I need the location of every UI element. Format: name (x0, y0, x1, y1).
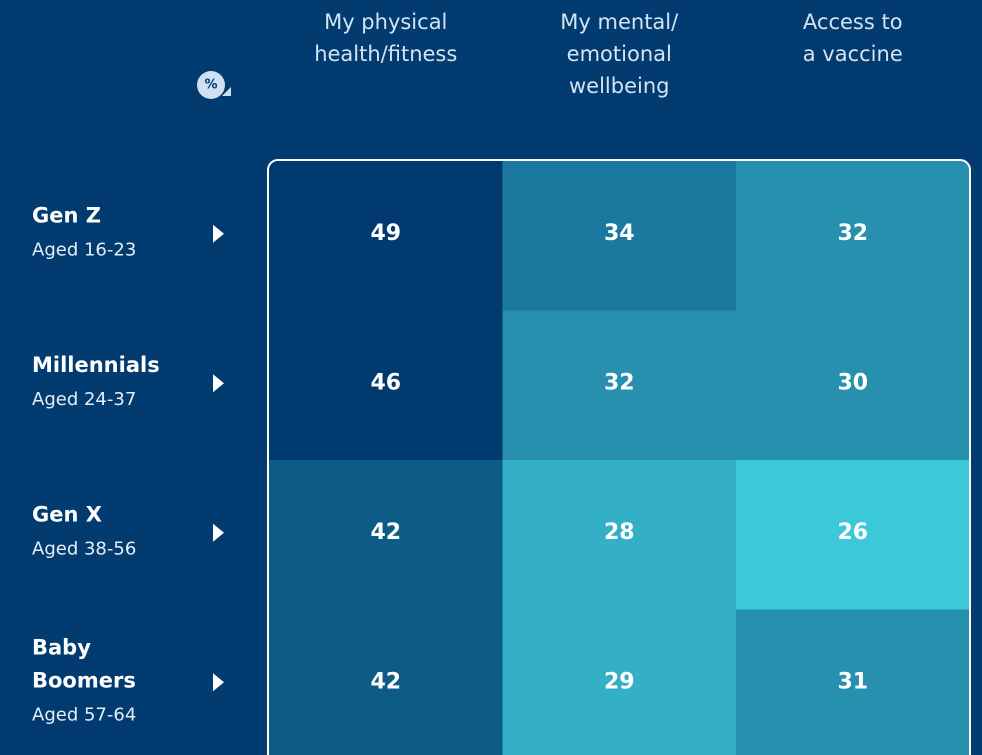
row-subtitle: Aged 16-23 (32, 239, 136, 260)
heatmap-cell (269, 310, 503, 461)
cell-value: 28 (604, 520, 635, 545)
cell-value: 30 (837, 370, 868, 395)
row-name: Baby (32, 635, 91, 659)
heatmap-cell (736, 161, 969, 311)
heatmap-cell (269, 609, 503, 755)
row-name: Gen Z (32, 203, 101, 227)
heatmap-frame (267, 159, 971, 755)
row-arrow (213, 224, 224, 243)
unit-badge-text: % (204, 78, 217, 93)
row-name: Millennials (32, 353, 160, 377)
row-name: Gen X (32, 502, 102, 526)
heatmap-cell (269, 161, 503, 311)
cell-value: 26 (837, 520, 868, 545)
column-header: a vaccine (803, 42, 903, 66)
heatmap-cell (502, 310, 737, 461)
cell-value: 32 (604, 370, 635, 395)
heatmap-cell (269, 460, 503, 610)
row-arrow (213, 673, 224, 692)
cell-value: 42 (370, 520, 401, 545)
heatmap-cell (502, 161, 737, 311)
column-header: Access to (803, 10, 903, 34)
heatmap-cell (736, 609, 969, 755)
row-subtitle: Aged 57-64 (32, 704, 136, 725)
cell-value: 29 (604, 669, 635, 694)
row-arrow (213, 523, 224, 542)
cell-value: 42 (370, 669, 401, 694)
heatmap-cell (502, 609, 737, 755)
column-header: wellbeing (569, 74, 670, 98)
heatmap-cell (502, 460, 737, 610)
cell-value: 32 (837, 221, 868, 246)
unit-badge: % (197, 71, 231, 99)
column-header: My mental/ (560, 10, 679, 34)
heatmap-cell (736, 460, 969, 610)
cell-value: 46 (370, 370, 401, 395)
row-subtitle: Aged 38-56 (32, 538, 136, 559)
cell-value: 34 (604, 221, 635, 246)
heatmap-cell (736, 310, 969, 461)
cell-value: 49 (370, 221, 401, 246)
row-arrow (213, 374, 224, 393)
cell-value: 31 (837, 669, 868, 694)
column-header: My physical (324, 10, 447, 34)
row-subtitle: Aged 24-37 (32, 389, 136, 410)
row-name: Boomers (32, 668, 136, 692)
column-header: emotional (567, 42, 672, 66)
column-header: health/fitness (314, 42, 457, 66)
